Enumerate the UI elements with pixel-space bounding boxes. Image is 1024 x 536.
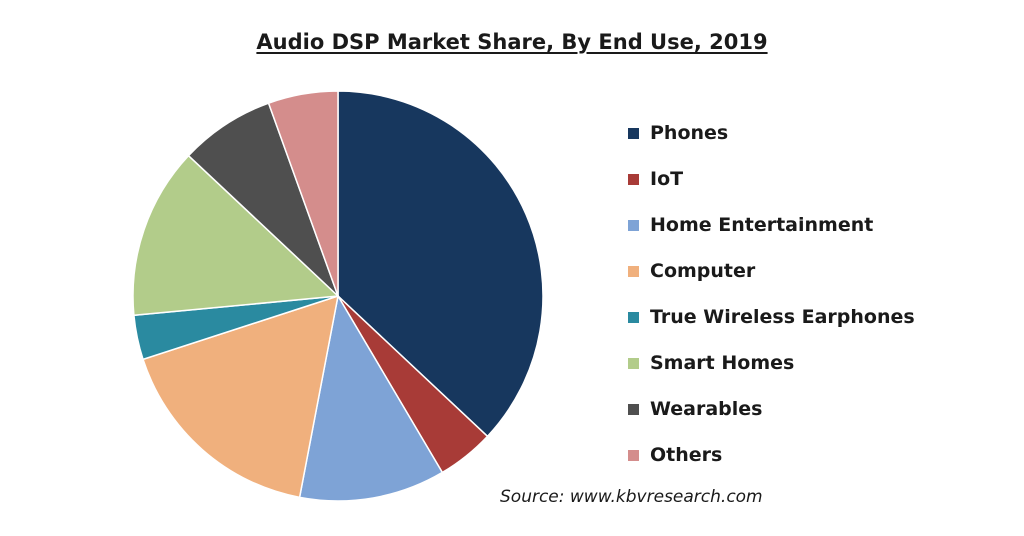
- pie-slice-wearables: [187, 102, 339, 297]
- legend-label: Computer: [650, 260, 756, 282]
- legend-swatch: [628, 127, 639, 139]
- legend: Phones IoT Home Entertainment Computer True …: [628, 110, 915, 478]
- legend-label: True Wireless Earphones: [650, 306, 915, 328]
- legend-label: Phones: [650, 122, 729, 144]
- legend-item-wearables: Wearables: [628, 386, 915, 432]
- legend-swatch: [628, 265, 639, 277]
- legend-label: Smart Homes: [650, 352, 795, 374]
- legend-item-phones: Phones: [628, 110, 915, 156]
- chart-title: Audio DSP Market Share, By End Use, 2019: [256, 30, 768, 54]
- legend-swatch: [628, 311, 639, 323]
- legend-label: Wearables: [650, 398, 763, 420]
- legend-item-iot: IoT: [628, 156, 915, 202]
- pie-slice-computer: [142, 294, 339, 499]
- legend-label: IoT: [650, 168, 684, 190]
- legend-item-smart-homes: Smart Homes: [628, 340, 915, 386]
- legend-swatch: [628, 403, 639, 415]
- legend-item-computer: Computer: [628, 248, 915, 294]
- legend-label: Others: [650, 444, 723, 466]
- legend-item-others: Others: [628, 432, 915, 478]
- source-note: Source: www.kbvresearch.com: [500, 487, 763, 507]
- legend-item-true-wireless-earphones: True Wireless Earphones: [628, 294, 915, 340]
- pie-slice-others: [267, 90, 339, 297]
- legend-swatch: [628, 173, 639, 185]
- legend-swatch: [628, 219, 639, 231]
- pie-slice-phones: [337, 90, 544, 438]
- legend-swatch: [628, 357, 639, 369]
- legend-label: Home Entertainment: [650, 214, 874, 236]
- pie-slice-smart-homes: [132, 154, 340, 317]
- legend-item-home-entertainment: Home Entertainment: [628, 202, 915, 248]
- pie-slice-home-entertainment: [298, 293, 444, 502]
- legend-swatch: [628, 449, 639, 461]
